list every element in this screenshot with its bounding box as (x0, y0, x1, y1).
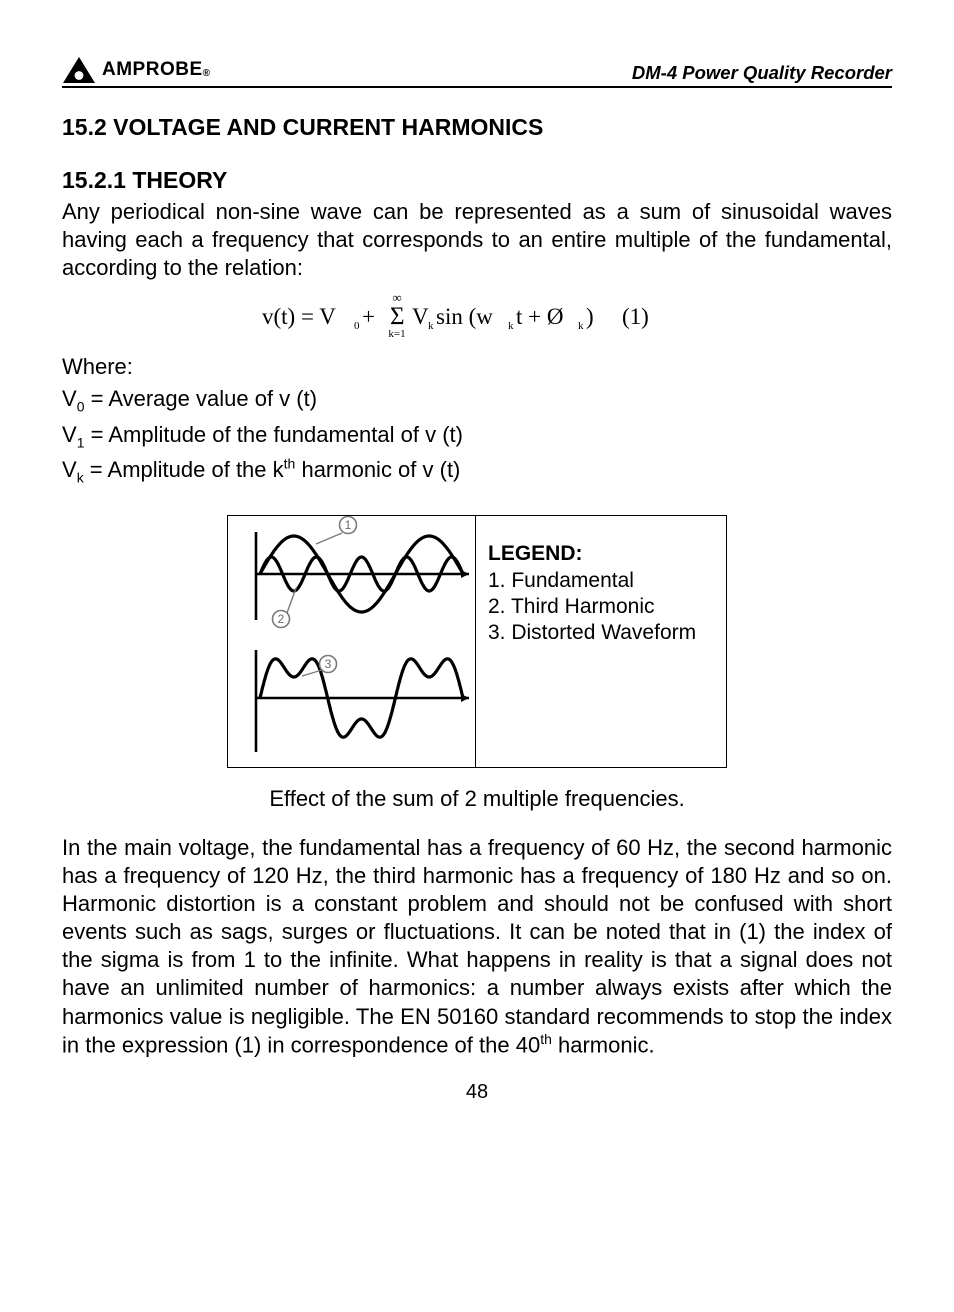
svg-text:∞: ∞ (392, 290, 401, 305)
equation-1: v(t) = V0 + Σk=1∞Vk sin (wk t + Øk )(1) (62, 288, 892, 344)
brand-text: AMPROBE (102, 59, 203, 80)
legend-title: LEGEND: (488, 542, 714, 566)
def-rest: = Average value of v (t) (84, 386, 317, 411)
intro-paragraph: Any periodical non-sine wave can be repr… (62, 198, 892, 282)
svg-text:v(t) = V: v(t) = V (262, 304, 336, 329)
svg-text:(1): (1) (622, 304, 649, 329)
svg-text:1: 1 (345, 518, 352, 532)
svg-text:0: 0 (354, 320, 360, 332)
svg-text:Σ: Σ (390, 303, 405, 330)
amprobe-logo-icon (62, 56, 96, 84)
brand-logo-group: AMPROBE® (62, 56, 211, 84)
symbol-definitions: V0 = Average value of v (t) V1 = Amplitu… (62, 382, 892, 488)
definition-vk: Vk = Amplitude of the kth harmonic of v … (62, 453, 892, 488)
svg-text:k: k (428, 320, 434, 332)
svg-text:2: 2 (278, 612, 285, 626)
def-sup: th (284, 456, 296, 472)
brand-name: AMPROBE® (102, 59, 211, 81)
where-label: Where: (62, 354, 892, 380)
section-heading: 15.2 VOLTAGE AND CURRENT HARMONICS (62, 114, 892, 141)
para2-main: In the main voltage, the fundamental has… (62, 835, 892, 1057)
page-number: 48 (62, 1081, 892, 1104)
para2-sup: th (540, 1031, 552, 1047)
def-rest-post: harmonic of v (t) (295, 457, 460, 482)
body-paragraph-2: In the main voltage, the fundamental has… (62, 834, 892, 1060)
intro-text: Any periodical non-sine wave can be repr… (62, 198, 892, 282)
subsection-heading: 15.2.1 THEORY (62, 167, 892, 194)
figure-box: 1 2 3 LEGEND: 1. Fundamental 2. Third Harm… (227, 515, 727, 768)
definition-v1: V1 = Amplitude of the fundamental of v (… (62, 418, 892, 453)
def-sub: k (77, 470, 84, 486)
svg-text:+: + (362, 304, 375, 329)
legend-item-2: 2. Third Harmonic (488, 594, 714, 620)
para2-tail: harmonic. (552, 1032, 655, 1057)
page-header: AMPROBE® DM-4 Power Quality Recorder (62, 56, 892, 88)
svg-text:k=1: k=1 (388, 328, 405, 340)
svg-text:V: V (412, 304, 429, 329)
svg-text:k: k (578, 320, 584, 332)
definition-v0: V0 = Average value of v (t) (62, 382, 892, 417)
svg-text:): ) (586, 304, 594, 329)
svg-text:sin (w: sin (w (436, 304, 493, 329)
figure-legend-panel: LEGEND: 1. Fundamental 2. Third Harmonic… (476, 516, 726, 767)
svg-text:3: 3 (325, 657, 332, 671)
def-rest-pre: = Amplitude of the k (84, 457, 284, 482)
svg-text:t + Ø: t + Ø (516, 304, 563, 329)
legend-item-3: 3. Distorted Waveform (488, 620, 714, 646)
figure-graphic-panel: 1 2 3 (228, 516, 476, 767)
legend-item-1: 1. Fundamental (488, 568, 714, 594)
def-rest: = Amplitude of the fundamental of v (t) (84, 422, 463, 447)
def-sym: V (62, 422, 77, 447)
def-sym: V (62, 386, 77, 411)
figure-caption: Effect of the sum of 2 multiple frequenc… (62, 786, 892, 812)
def-sym: V (62, 457, 77, 482)
document-title: DM-4 Power Quality Recorder (632, 62, 892, 84)
svg-text:k: k (508, 320, 514, 332)
brand-registered: ® (203, 68, 211, 79)
